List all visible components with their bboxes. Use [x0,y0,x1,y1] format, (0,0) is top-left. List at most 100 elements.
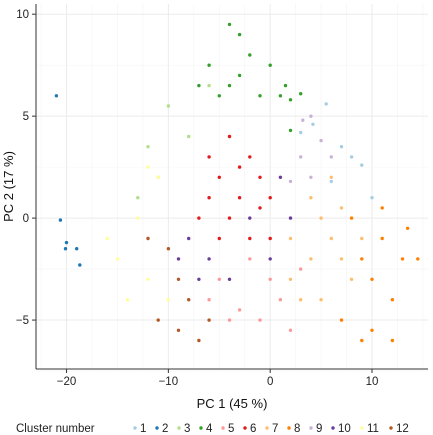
data-point-cluster-5 [299,267,303,271]
y-tick-label: −5 [16,315,29,327]
data-point-cluster-10 [227,277,232,281]
data-point-cluster-4 [288,98,293,102]
legend-key-cluster-5 [221,426,225,430]
legend-label-cluster-12: 12 [396,423,409,435]
data-point-cluster-6 [207,155,211,159]
data-point-cluster-1 [311,122,315,127]
data-point-cluster-7 [309,257,313,261]
data-point-cluster-5 [258,318,262,322]
data-point-cluster-10 [248,216,252,220]
data-point-cluster-6 [268,236,272,241]
data-point-cluster-10 [278,175,283,179]
data-point-cluster-9 [301,118,305,122]
legend-key-cluster-8 [287,426,291,430]
data-point-cluster-1 [349,155,354,159]
data-point-cluster-8 [390,298,395,302]
data-point-cluster-5 [217,277,221,281]
data-point-cluster-2 [63,247,68,251]
data-point-cluster-7 [339,257,344,261]
data-point-cluster-4 [288,128,293,133]
data-point-cluster-10 [176,257,181,261]
x-tick-label: 10 [366,376,379,388]
data-point-cluster-4 [268,63,272,67]
data-point-cluster-7 [299,298,303,302]
data-point-cluster-5 [268,277,272,281]
data-point-cluster-4 [299,92,303,96]
data-point-cluster-7 [339,206,344,210]
data-point-cluster-9 [288,179,293,184]
data-point-cluster-12 [156,318,160,322]
legend-label-cluster-8: 8 [294,423,300,435]
grid-lines [36,4,428,372]
data-point-cluster-6 [237,165,242,169]
data-point-cluster-9 [329,155,333,159]
data-point-cluster-9 [299,155,303,159]
data-point-cluster-2 [64,240,69,245]
data-point-cluster-9 [309,114,313,118]
data-point-cluster-4 [283,83,288,88]
data-point-cluster-8 [349,216,354,220]
y-axis-label: PC 2 (17 %) [1,151,16,222]
data-point-cluster-8 [370,277,374,281]
data-point-cluster-1 [360,163,364,167]
data-point-cluster-4 [227,22,232,27]
legend-key-cluster-11 [360,426,364,430]
data-point-cluster-6 [248,155,252,159]
y-tick-label: 5 [23,111,29,123]
legend-key-cluster-10 [331,426,335,430]
data-point-cluster-9 [309,175,313,179]
legend-label-cluster-2: 2 [162,423,168,435]
data-point-cluster-5 [227,318,232,322]
data-point-cluster-7 [360,236,364,241]
legend-label-cluster-1: 1 [140,423,146,435]
data-point-cluster-12 [197,338,201,343]
data-point-cluster-6 [197,216,201,220]
data-point-cluster-12 [166,247,171,251]
x-tick-label: −20 [57,376,77,388]
data-point-cluster-3 [146,145,150,149]
data-point-cluster-11 [146,277,150,281]
data-point-cluster-12 [207,318,211,322]
data-point-cluster-4 [248,53,252,57]
data-point-cluster-8 [360,257,364,261]
legend-label-cluster-5: 5 [228,423,234,435]
data-point-cluster-9 [319,138,323,143]
legend-label-cluster-3: 3 [184,423,190,435]
legend: Cluster number 1 2 3 4 5 6 7 8 9 10 11 12 [16,423,409,435]
tick-labels: −20 −10 0 10 −5 0 5 10 [16,9,379,388]
data-point-cluster-10 [207,257,211,261]
data-point-cluster-12 [146,236,150,241]
legend-key-cluster-12 [389,426,393,430]
data-point-cluster-4 [258,94,262,98]
data-point-cluster-6 [207,196,211,200]
x-tick-label: −10 [159,376,179,388]
data-point-cluster-1 [370,196,374,200]
data-point-cluster-11 [105,236,110,241]
data-point-cluster-11 [136,216,140,220]
data-point-cluster-7 [329,236,333,241]
legend-label-cluster-4: 4 [206,423,213,435]
legend-label-cluster-11: 11 [367,423,379,435]
data-point-cluster-7 [288,277,293,281]
data-points [54,22,420,343]
data-point-cluster-8 [390,338,395,343]
x-tick-label: 0 [267,376,273,388]
data-point-cluster-6 [227,216,232,220]
data-point-cluster-6 [268,196,272,200]
data-point-cluster-11 [146,165,150,169]
legend-label-cluster-7: 7 [272,423,278,435]
legend-label-cluster-9: 9 [316,423,322,435]
data-point-cluster-6 [258,206,262,210]
data-point-cluster-1 [324,102,328,106]
data-point-cluster-10 [268,257,272,261]
data-point-cluster-4 [237,73,242,78]
data-point-cluster-11 [166,298,171,302]
data-point-cluster-8 [416,257,420,261]
data-point-cluster-3 [166,104,171,108]
data-point-cluster-8 [400,257,405,261]
data-point-cluster-10 [197,277,201,281]
data-point-cluster-7 [309,196,313,200]
data-point-cluster-8 [380,206,384,210]
data-point-cluster-2 [78,263,82,267]
